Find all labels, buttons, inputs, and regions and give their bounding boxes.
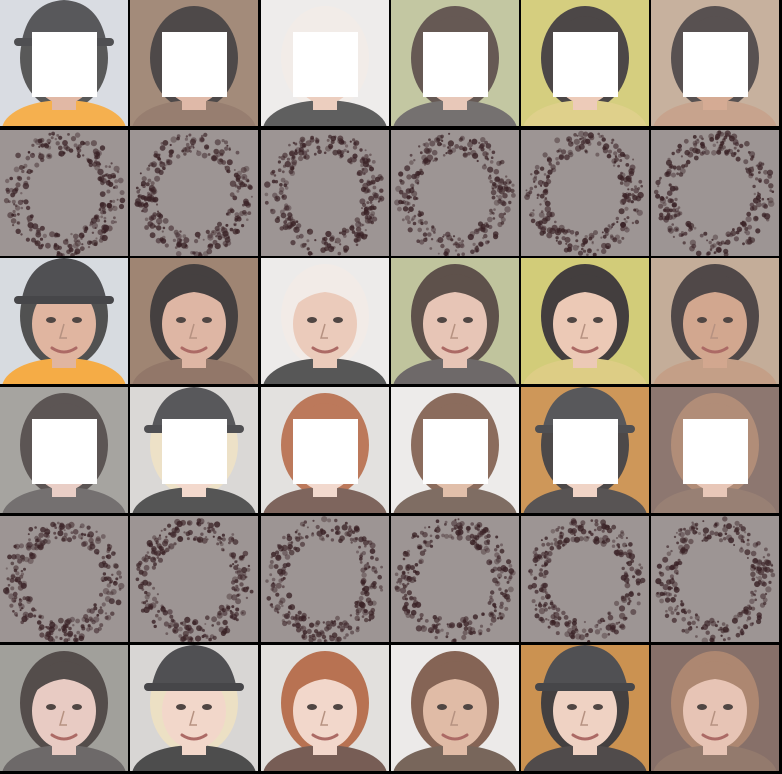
white-mask-square	[553, 419, 618, 484]
speckle-map-icon	[521, 516, 649, 642]
masked-face-image	[0, 387, 128, 513]
restored-face-image	[130, 645, 258, 771]
masked-face-image	[261, 387, 389, 513]
white-mask-square	[293, 32, 358, 97]
white-mask-square	[423, 32, 488, 97]
mask-map-image	[651, 516, 779, 642]
restored-face-image	[130, 258, 258, 384]
masked-face-image	[261, 0, 389, 126]
restored-face-image	[521, 645, 649, 771]
speckle-map-icon	[391, 516, 519, 642]
speckle-map-icon	[521, 130, 649, 256]
speckle-map-icon	[651, 516, 779, 642]
speckle-map-icon	[130, 130, 258, 256]
masked-face-image	[521, 0, 649, 126]
restored-face-image	[521, 258, 649, 384]
cap-girl-face-icon	[521, 645, 649, 771]
mask-map-image	[130, 516, 258, 642]
masked-face-image	[651, 387, 779, 513]
mask-map-image	[130, 130, 258, 256]
white-mask-square	[162, 419, 227, 484]
curly-hair-man-face-icon	[391, 645, 519, 771]
masked-face-image	[651, 0, 779, 126]
white-mask-square	[553, 32, 618, 97]
mask-map-image	[0, 516, 128, 642]
restored-face-image	[651, 645, 779, 771]
masked-face-image	[391, 0, 519, 126]
restored-face-image	[261, 258, 389, 384]
masked-face-image	[391, 387, 519, 513]
dark-hair-woman-face-icon	[130, 258, 258, 384]
brunette-woman-face-icon	[391, 258, 519, 384]
woman-side-face-icon	[0, 645, 128, 771]
bald-old-man-face-icon	[261, 258, 389, 384]
mask-map-image	[651, 130, 779, 256]
masked-face-image	[521, 387, 649, 513]
masked-face-image	[130, 0, 258, 126]
speckle-map-icon	[0, 516, 128, 642]
restored-face-image	[391, 645, 519, 771]
girl-flowers-face-icon	[521, 258, 649, 384]
restored-face-image	[261, 645, 389, 771]
speckle-map-icon	[0, 130, 128, 256]
speckle-map-icon	[651, 130, 779, 256]
masked-face-image	[0, 0, 128, 126]
redhead-woman-face-icon	[261, 645, 389, 771]
white-mask-square	[293, 419, 358, 484]
mask-map-image	[391, 516, 519, 642]
brown-hair-girl-face-icon	[651, 645, 779, 771]
mask-map-image	[521, 130, 649, 256]
mask-map-image	[391, 130, 519, 256]
mask-map-image	[521, 516, 649, 642]
restored-face-image	[391, 258, 519, 384]
speckle-map-icon	[261, 130, 389, 256]
white-mask-square	[32, 419, 97, 484]
blonde-graduate-face-icon	[130, 645, 258, 771]
mask-map-image	[261, 516, 389, 642]
mask-map-image	[261, 130, 389, 256]
white-mask-square	[683, 32, 748, 97]
restored-face-image	[0, 645, 128, 771]
restored-face-image	[651, 258, 779, 384]
speckle-map-icon	[391, 130, 519, 256]
white-mask-square	[162, 32, 227, 97]
white-mask-square	[423, 419, 488, 484]
white-mask-square	[32, 32, 97, 97]
sunglasses-man-face-icon	[651, 258, 779, 384]
speckle-map-icon	[130, 516, 258, 642]
bobby-helmet-face-icon	[0, 258, 128, 384]
mask-map-image	[0, 130, 128, 256]
speckle-map-icon	[261, 516, 389, 642]
masked-face-image	[130, 387, 258, 513]
white-mask-square	[683, 419, 748, 484]
restored-face-image	[0, 258, 128, 384]
